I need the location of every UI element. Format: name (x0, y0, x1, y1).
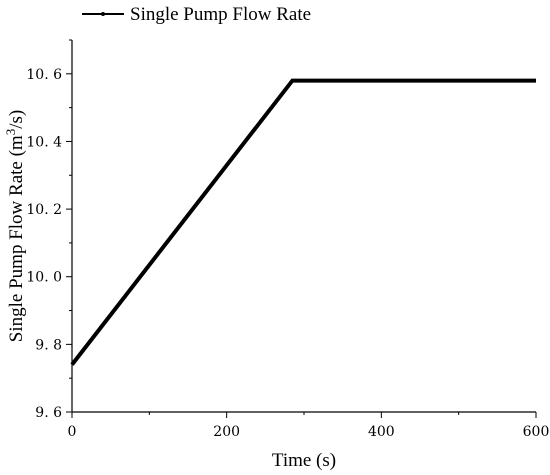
x-tick-label: 400 (368, 424, 395, 440)
y-axis-title-main: Single Pump Flow Rate (m (6, 135, 27, 342)
x-tick-label: 200 (213, 424, 240, 440)
y-tick-label: 9. 8 (35, 337, 62, 353)
x-tick-label: 0 (68, 424, 77, 440)
y-axis-title-tail: /s) (6, 110, 27, 129)
legend: Single Pump Flow Rate (82, 4, 311, 25)
y-tick-label: 10. 4 (26, 134, 62, 150)
y-tick-label: 10. 6 (26, 67, 62, 83)
ticks (66, 39, 537, 418)
y-tick-label: 10. 2 (26, 202, 62, 218)
axes (71, 40, 536, 413)
y-tick-label: 10. 0 (26, 270, 62, 286)
series-line (70, 78, 536, 366)
legend-marker (101, 12, 105, 16)
tick-labels: 0 200 400 600 9. 6 9. 8 10. 0 10. 2 10. 4 10. 6 (26, 67, 549, 440)
series-layer (70, 78, 536, 366)
x-tick-label: 600 (523, 424, 550, 440)
y-axis-title: Single Pump Flow Rate (m3/s) (3, 110, 28, 342)
y-axis-title-sup: 3 (3, 129, 18, 136)
x-axis-title: Time (s) (272, 450, 336, 471)
y-tick-label: 9. 6 (35, 405, 62, 421)
legend-label: Single Pump Flow Rate (130, 4, 311, 25)
